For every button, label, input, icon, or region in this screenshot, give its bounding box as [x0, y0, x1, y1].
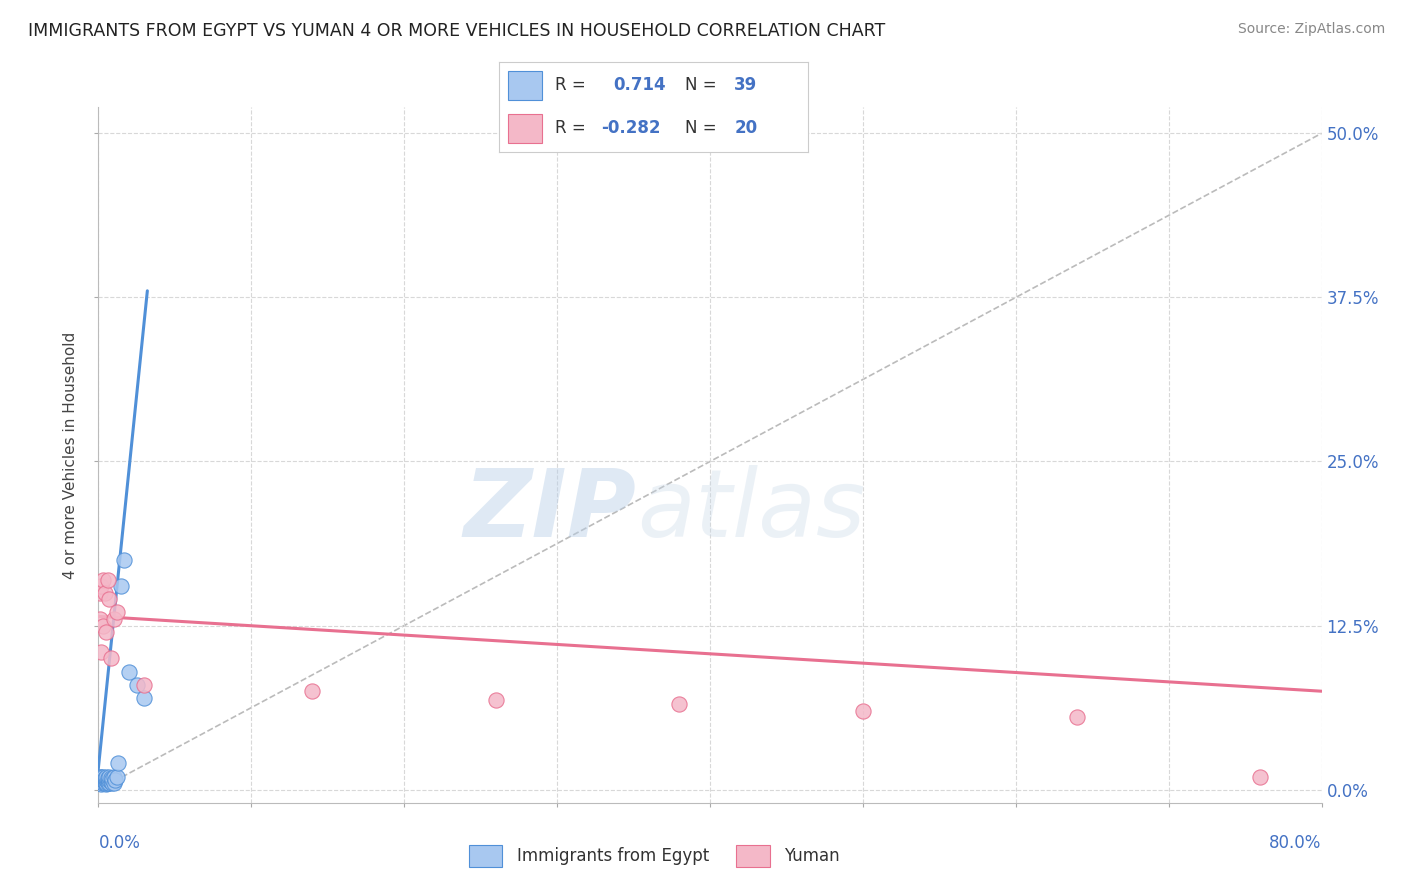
Point — [91, 773, 114, 788]
Point — [89, 612, 111, 626]
Point — [94, 770, 117, 784]
Text: Yuman: Yuman — [785, 847, 839, 865]
Point — [104, 773, 127, 788]
Point — [90, 645, 112, 659]
Point — [118, 665, 141, 679]
Point — [90, 774, 112, 789]
Text: IMMIGRANTS FROM EGYPT VS YUMAN 4 OR MORE VEHICLES IN HOUSEHOLD CORRELATION CHART: IMMIGRANTS FROM EGYPT VS YUMAN 4 OR MORE… — [28, 22, 886, 40]
Point — [110, 579, 132, 593]
Point — [852, 704, 875, 718]
Text: R =: R = — [555, 120, 591, 137]
Point — [94, 772, 117, 787]
Point — [93, 771, 115, 785]
Point — [1249, 770, 1271, 784]
Text: R =: R = — [555, 76, 591, 95]
Point — [89, 770, 111, 784]
Point — [91, 770, 114, 784]
Point — [103, 776, 125, 790]
Point — [101, 776, 124, 790]
Point — [125, 678, 148, 692]
Point — [89, 776, 111, 790]
Point — [97, 573, 120, 587]
Point — [103, 612, 125, 626]
Point — [90, 777, 112, 791]
Point — [112, 553, 135, 567]
Point — [91, 618, 114, 632]
Point — [103, 770, 125, 784]
Text: N =: N = — [685, 120, 721, 137]
Point — [90, 579, 112, 593]
Y-axis label: 4 or more Vehicles in Household: 4 or more Vehicles in Household — [63, 331, 79, 579]
FancyBboxPatch shape — [509, 71, 543, 100]
Point — [98, 592, 121, 607]
Point — [94, 776, 117, 790]
Point — [107, 756, 129, 771]
Text: 20: 20 — [734, 120, 758, 137]
Point — [105, 770, 128, 784]
Point — [97, 771, 120, 785]
Point — [100, 774, 122, 789]
Point — [98, 770, 121, 784]
Point — [89, 772, 111, 787]
Point — [134, 678, 156, 692]
Point — [90, 770, 112, 784]
Text: 0.0%: 0.0% — [98, 834, 141, 852]
Text: 39: 39 — [734, 76, 758, 95]
Point — [100, 651, 122, 665]
FancyBboxPatch shape — [737, 846, 770, 867]
Text: -0.282: -0.282 — [602, 120, 661, 137]
Point — [485, 693, 508, 707]
Text: Source: ZipAtlas.com: Source: ZipAtlas.com — [1237, 22, 1385, 37]
Point — [93, 776, 115, 790]
Point — [98, 776, 121, 790]
Point — [91, 573, 114, 587]
Point — [89, 586, 111, 600]
Point — [91, 771, 114, 785]
Point — [97, 776, 120, 790]
Text: atlas: atlas — [637, 465, 865, 556]
Point — [94, 625, 117, 640]
Text: ZIP: ZIP — [464, 465, 637, 557]
Point — [93, 773, 115, 788]
Text: 80.0%: 80.0% — [1270, 834, 1322, 852]
Point — [94, 777, 117, 791]
Point — [90, 772, 112, 787]
Point — [668, 698, 690, 712]
Point — [105, 606, 128, 620]
Point — [134, 690, 156, 705]
Point — [91, 776, 114, 790]
Point — [101, 772, 124, 787]
Point — [93, 586, 115, 600]
FancyBboxPatch shape — [509, 114, 543, 143]
FancyBboxPatch shape — [468, 846, 502, 867]
Point — [100, 771, 122, 785]
Text: Immigrants from Egypt: Immigrants from Egypt — [516, 847, 709, 865]
Point — [94, 773, 117, 788]
Text: N =: N = — [685, 76, 721, 95]
Text: 0.714: 0.714 — [613, 76, 666, 95]
Point — [97, 773, 120, 788]
Point — [1066, 710, 1088, 724]
Point — [98, 773, 121, 788]
Point — [301, 684, 323, 698]
